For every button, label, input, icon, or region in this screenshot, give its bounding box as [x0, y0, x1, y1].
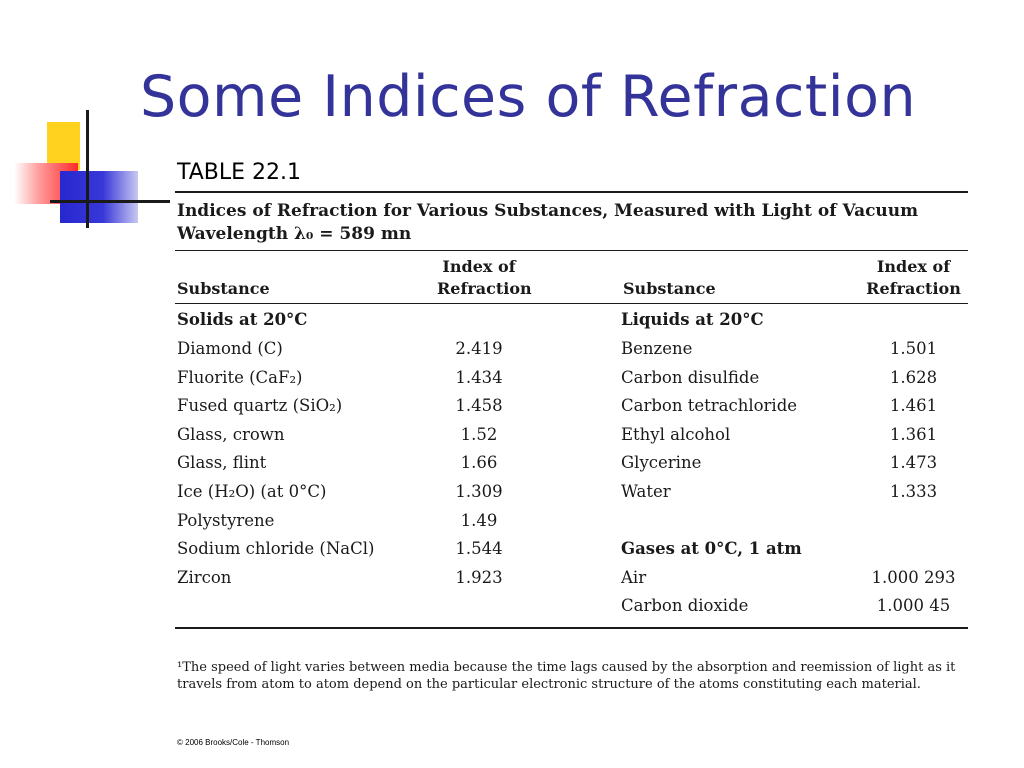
- column-gap: [521, 392, 621, 421]
- header-index-right: Index of Refraction: [859, 251, 968, 303]
- column-gap: [521, 564, 621, 593]
- refraction-index-value: 1.49: [460, 510, 498, 530]
- substance-name: Benzene: [621, 338, 693, 358]
- substance-name: Polystyrene: [177, 510, 275, 530]
- caption-rule: [175, 250, 968, 252]
- column-gap: [521, 478, 621, 507]
- refraction-index-value: 1.361: [889, 424, 938, 444]
- column-gap: [521, 364, 621, 393]
- column-gap: [521, 449, 621, 478]
- substance-name: Ethyl alcohol: [621, 424, 731, 444]
- substance-name: Ice (H₂O) (at 0°C): [177, 481, 327, 501]
- refraction-index-value: 1.52: [460, 424, 498, 444]
- substance-name: Glycerine: [621, 453, 702, 473]
- decor-vertical-line: [86, 110, 89, 228]
- substance-name: Carbon tetrachloride: [621, 396, 798, 416]
- refraction-index-value: 1.434: [455, 367, 503, 387]
- substance-name: Carbon dioxide: [621, 596, 749, 616]
- substance-name: Sodium chloride (NaCl): [177, 539, 375, 559]
- empty-cell: [859, 507, 968, 536]
- substance-name: Fused quartz (SiO₂): [177, 396, 343, 416]
- table-top-rule: [175, 191, 968, 194]
- section-heading: Liquids at 20°C: [621, 310, 764, 330]
- header-index-left: Index of Refraction: [437, 251, 532, 303]
- slide-title: Some Indices of Refraction: [140, 64, 917, 130]
- substance-name: Glass, crown: [177, 424, 285, 444]
- table-label: TABLE 22.1: [177, 160, 302, 185]
- refraction-index-value: 1.66: [460, 453, 498, 473]
- empty-cell: [859, 535, 968, 564]
- substance-name: Zircon: [177, 567, 232, 587]
- column-gap: [521, 306, 621, 335]
- column-gap: [521, 535, 621, 564]
- table-body: Solids at 20°C Liquids at 20°C Diamond (C)…: [175, 304, 968, 621]
- header-index-right-line1: Index of: [876, 257, 951, 277]
- decor-horizontal-line: [50, 200, 170, 203]
- refraction-index-value: 1.501: [889, 338, 938, 358]
- table-header-row: Substance Index of Refraction Substance …: [175, 251, 968, 303]
- refraction-index-value: 1.923: [455, 567, 503, 587]
- refraction-index-value: 1.473: [889, 453, 938, 473]
- table-caption-line1: Indices of Refraction for Various Substa…: [177, 201, 919, 222]
- substance-name: Water: [621, 481, 671, 501]
- header-substance-left: Substance: [177, 279, 270, 299]
- refraction-index-value: 1.000 45: [876, 596, 951, 616]
- substance-name: Air: [621, 567, 647, 587]
- empty-cell: [437, 306, 521, 335]
- header-index-right-line2: Refraction: [866, 279, 961, 299]
- empty-cell: [175, 592, 437, 621]
- column-gap: [521, 592, 621, 621]
- substance-name: Fluorite (CaF₂): [177, 367, 303, 387]
- table-footnote: ¹The speed of light varies between media…: [177, 659, 956, 692]
- copyright-notice: © 2006 Brooks/Cole - Thomson: [177, 738, 290, 747]
- substance-name: Carbon disulfide: [621, 367, 760, 387]
- empty-cell: [621, 507, 859, 536]
- refraction-table: TABLE 22.1 Indices of Refraction for Var…: [175, 160, 968, 693]
- column-gap: [521, 421, 621, 450]
- section-heading: Solids at 20°C: [177, 310, 308, 330]
- header-rule: [175, 303, 968, 305]
- header-index-left-line1: Index of: [442, 257, 516, 277]
- header-substance-right: Substance: [623, 279, 716, 299]
- refraction-index-value: 1.628: [889, 367, 938, 387]
- table-bottom-rule: [175, 626, 968, 629]
- header-index-left-line2: Refraction: [437, 279, 532, 299]
- decor-yellow-square: [47, 122, 80, 170]
- refraction-index-value: 1.309: [455, 481, 503, 501]
- table-caption: Indices of Refraction for Various Substa…: [175, 193, 968, 250]
- decor-blue-square: [60, 171, 138, 223]
- column-gap: [521, 335, 621, 364]
- substance-name: Diamond (C): [177, 338, 283, 358]
- section-heading: Gases at 0°C, 1 atm: [621, 539, 802, 559]
- empty-cell: [437, 592, 521, 621]
- column-gap: [521, 507, 621, 536]
- refraction-index-value: 1.461: [889, 396, 938, 416]
- refraction-index-value: 1.333: [889, 481, 938, 501]
- table-caption-line2: Wavelength λ₀ = 589 mn: [177, 224, 412, 245]
- refraction-index-value: 1.458: [455, 396, 503, 416]
- empty-cell: [859, 306, 968, 335]
- refraction-index-value: 1.544: [455, 539, 503, 559]
- substance-name: Glass, flint: [177, 453, 267, 473]
- refraction-index-value: 1.000 293: [871, 567, 956, 587]
- refraction-index-value: 2.419: [455, 338, 503, 358]
